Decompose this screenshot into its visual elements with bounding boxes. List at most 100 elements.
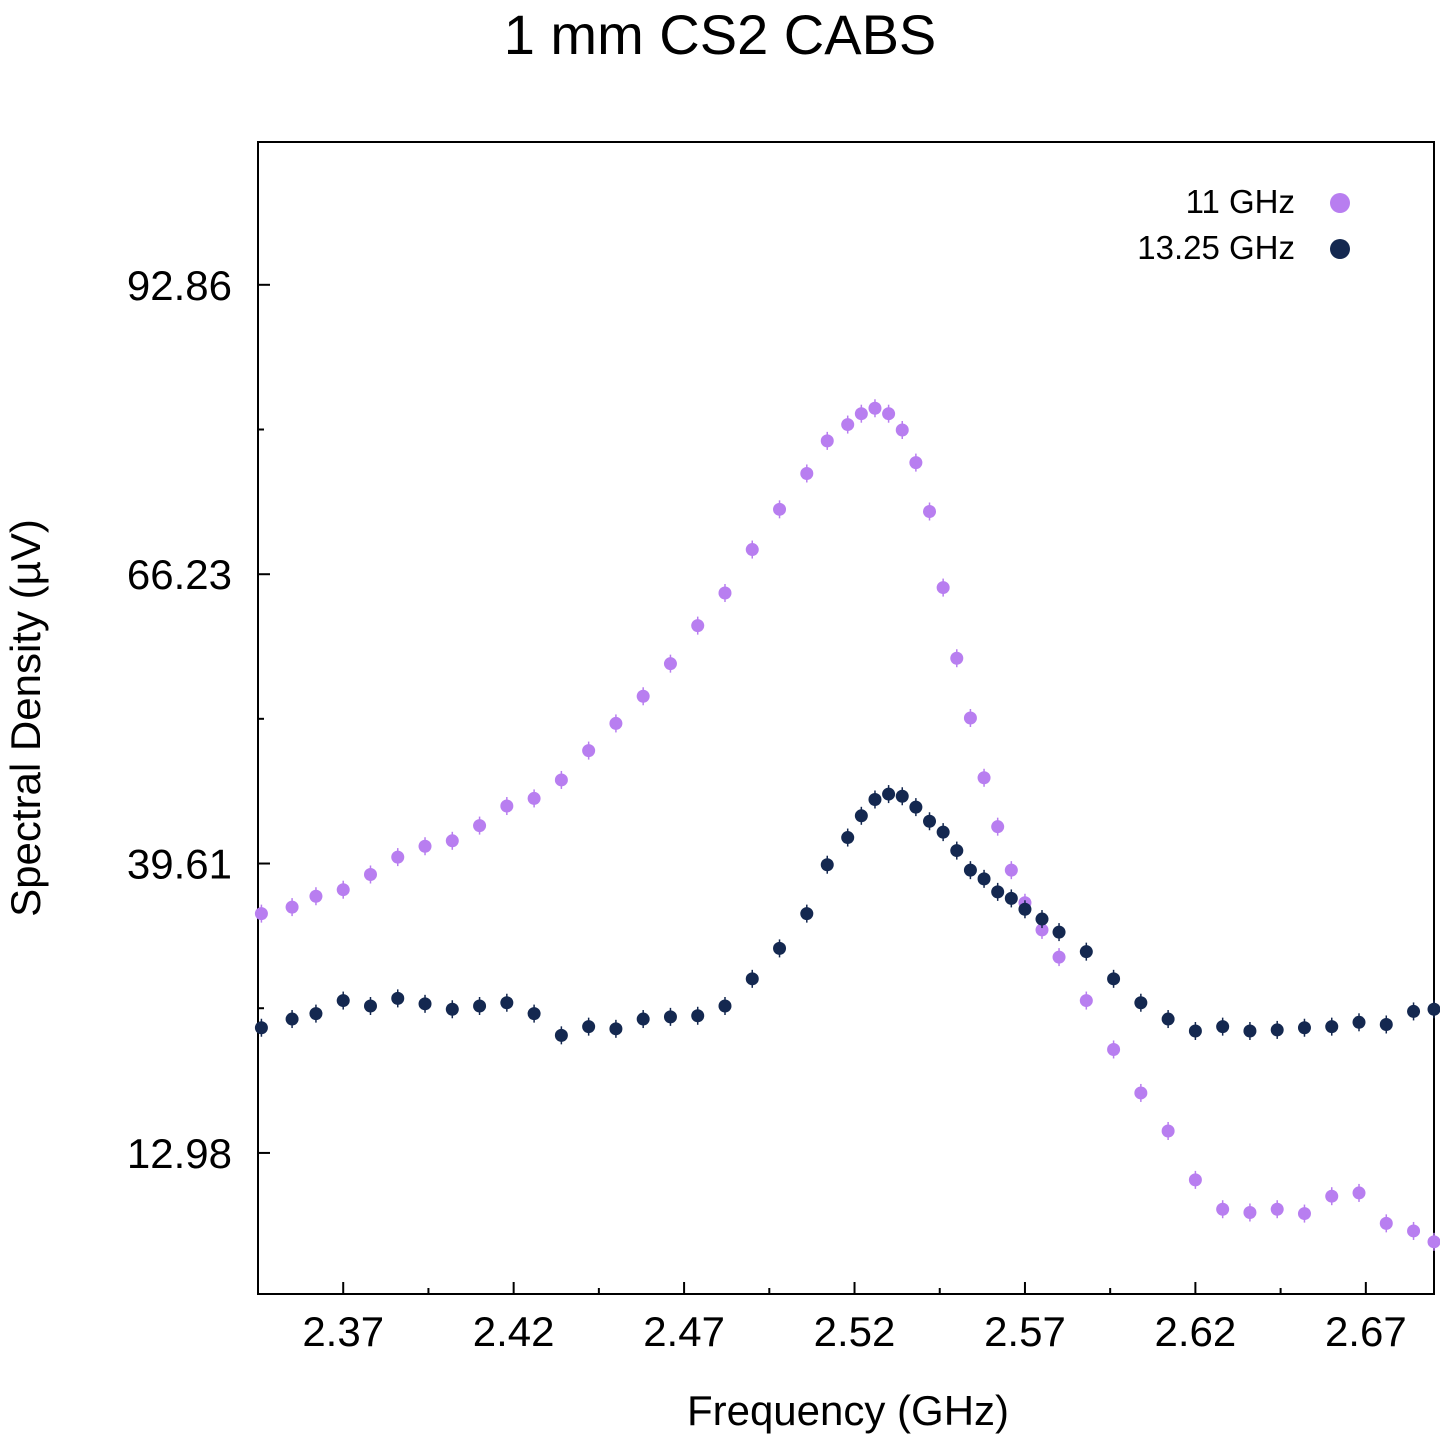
- x-tick-label-2: 2.47: [643, 1308, 725, 1355]
- series-0-point-37: [1052, 950, 1066, 964]
- series-1-point-8: [473, 999, 487, 1013]
- series-0-point-40: [1134, 1086, 1148, 1100]
- series-0-point-46: [1297, 1207, 1311, 1221]
- series-1-point-29: [936, 825, 950, 839]
- axis-ticks: 2.37 2.42 2.47 2.52 2.57 2.62 2.67 12.98 39.61 66…: [127, 262, 1407, 1355]
- series-1-point-5: [391, 991, 405, 1005]
- series-0-point-16: [691, 619, 705, 633]
- series-1-point-9: [500, 996, 514, 1010]
- series-1-point-1: [285, 1012, 299, 1026]
- y-tick-label-1: 39.61: [127, 841, 232, 888]
- series-0-point-31: [963, 711, 977, 725]
- series-0-point-36: [1035, 923, 1049, 937]
- x-tick-label-3: 2.52: [814, 1308, 896, 1355]
- series-1-point-11: [554, 1028, 568, 1042]
- series-0-point-25: [882, 407, 896, 421]
- series-1-point-40: [1134, 996, 1148, 1010]
- series-1-point-35: [1018, 902, 1032, 916]
- series-0-point-41: [1161, 1124, 1175, 1138]
- series-0-point-3: [336, 883, 350, 897]
- series-0-point-51: [1427, 1235, 1440, 1249]
- series-1: [254, 785, 1440, 1045]
- series-1-point-16: [691, 1009, 705, 1023]
- series-0-point-5: [391, 850, 405, 864]
- series-0-point-19: [773, 502, 787, 516]
- series-1-point-19: [773, 941, 787, 955]
- series-layer: [254, 399, 1440, 1251]
- series-1-point-27: [909, 800, 923, 814]
- y-tick-label-2: 66.23: [127, 551, 232, 598]
- series-1-point-12: [582, 1020, 596, 1034]
- series-0-point-32: [977, 771, 991, 785]
- plot-frame: [257, 141, 1435, 1295]
- series-0-point-10: [527, 791, 541, 805]
- series-1-point-36: [1035, 912, 1049, 926]
- series-1-point-39: [1107, 972, 1121, 986]
- series-0-point-7: [445, 834, 459, 848]
- series-1-point-18: [745, 972, 759, 986]
- series-1-point-10: [527, 1007, 541, 1021]
- series-1-point-22: [841, 831, 855, 845]
- series-0-point-44: [1243, 1205, 1257, 1219]
- series-1-point-33: [991, 885, 1005, 899]
- series-1-point-26: [895, 789, 909, 803]
- series-0-point-13: [609, 716, 623, 730]
- series-0-point-27: [909, 456, 923, 470]
- series-1-point-17: [718, 999, 732, 1013]
- series-1-point-43: [1216, 1020, 1230, 1034]
- series-0-point-49: [1379, 1216, 1393, 1230]
- series-0-point-26: [895, 423, 909, 437]
- series-1-point-3: [336, 994, 350, 1008]
- legend-marker-1: [1330, 239, 1350, 259]
- series-0-point-28: [923, 505, 937, 519]
- series-0-point-21: [820, 434, 834, 448]
- series-0-point-47: [1325, 1189, 1339, 1203]
- chart-title: 1 mm CS2 CABS: [504, 3, 937, 66]
- series-0-point-12: [582, 744, 596, 758]
- series-1-point-24: [868, 793, 882, 807]
- series-1-point-6: [418, 997, 432, 1011]
- series-1-point-37: [1052, 925, 1066, 939]
- series-1-point-2: [309, 1007, 323, 1021]
- series-0-point-38: [1079, 994, 1093, 1008]
- series-1-point-30: [950, 844, 964, 858]
- series-1-point-32: [977, 872, 991, 886]
- legend-label-1: 13.25 GHz: [1137, 229, 1295, 266]
- x-tick-label-6: 2.67: [1325, 1308, 1407, 1355]
- series-1-point-50: [1407, 1004, 1421, 1018]
- series-1-point-49: [1379, 1017, 1393, 1031]
- series-1-point-28: [923, 814, 937, 828]
- series-0-point-42: [1188, 1173, 1202, 1187]
- series-1-point-46: [1297, 1021, 1311, 1035]
- series-1-point-20: [800, 907, 814, 921]
- x-axis-label: Frequency (GHz): [687, 1387, 1009, 1434]
- series-1-point-13: [609, 1022, 623, 1036]
- series-0-point-22: [841, 418, 855, 432]
- series-1-point-4: [363, 999, 377, 1013]
- series-0-point-15: [663, 657, 677, 671]
- series-1-point-25: [882, 787, 896, 801]
- series-0-point-6: [418, 839, 432, 853]
- series-0-point-39: [1107, 1042, 1121, 1056]
- series-0-point-17: [718, 586, 732, 600]
- series-1-point-31: [963, 863, 977, 877]
- series-0-point-29: [936, 581, 950, 595]
- series-1-point-41: [1161, 1012, 1175, 1026]
- series-0-point-4: [363, 867, 377, 881]
- series-1-point-45: [1270, 1023, 1284, 1037]
- series-1-point-48: [1352, 1015, 1366, 1029]
- x-tick-label-5: 2.62: [1155, 1308, 1237, 1355]
- series-0-point-1: [285, 900, 299, 914]
- series-0: [254, 399, 1440, 1251]
- series-1-point-7: [445, 1002, 459, 1016]
- series-0-point-50: [1407, 1224, 1421, 1238]
- series-1-point-23: [854, 809, 868, 823]
- series-1-point-42: [1188, 1024, 1202, 1038]
- series-0-point-30: [950, 651, 964, 665]
- series-0-point-48: [1352, 1186, 1366, 1200]
- series-0-point-20: [800, 466, 814, 480]
- series-0-point-33: [991, 820, 1005, 834]
- series-0-point-11: [554, 773, 568, 787]
- series-0-point-24: [868, 401, 882, 415]
